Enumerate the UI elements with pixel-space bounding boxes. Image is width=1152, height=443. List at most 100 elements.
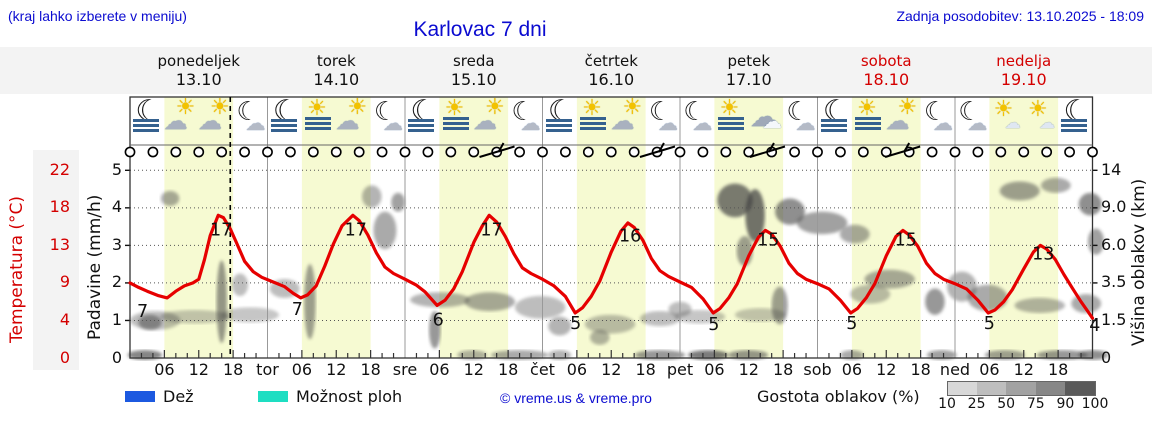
temperature-value-label: 15 <box>895 231 917 251</box>
wind-calm-circle <box>605 146 617 158</box>
wind-calm-circle <box>582 146 594 158</box>
sun-glyph: ☀ <box>175 95 196 120</box>
sun-glyph: ☀ <box>1027 97 1048 122</box>
wind-calm-circle <box>926 146 938 158</box>
wind-calm-circle <box>674 146 686 158</box>
moon-glyph: ☾ <box>373 97 398 127</box>
sun-glyph: ☀ <box>719 96 740 121</box>
sun-fog-icon: ☀ <box>577 96 611 145</box>
wind-calm-circle <box>468 146 480 158</box>
wind-calm-circle <box>812 146 823 158</box>
cloud-blob <box>717 183 753 218</box>
cloud-blob <box>796 211 848 235</box>
wind-calm-circle <box>262 146 273 158</box>
cloud-blob <box>1014 297 1065 313</box>
fog-lines <box>820 119 847 122</box>
wind-calm-circle <box>216 146 228 158</box>
cloud-height-tick: 0 <box>1101 347 1112 367</box>
moon-fog-icon: ☾ <box>543 94 577 145</box>
wind-calm-circle <box>743 146 755 158</box>
wind-calm-circle <box>147 146 159 158</box>
cloud-height-tick: 1.5 <box>1101 309 1127 329</box>
temperature-value-label: 17 <box>210 221 232 241</box>
day-abbrev-label: tor <box>256 360 279 379</box>
moon-glyph: ☾ <box>511 97 535 127</box>
cloud-blob <box>515 296 566 319</box>
cloud-blob <box>1040 177 1071 193</box>
cloud-blob <box>231 273 249 297</box>
sun-fog-icon: ☀ <box>302 96 336 145</box>
cloud-glyph: ☁ <box>610 107 635 135</box>
wind-calm-circle <box>330 146 342 158</box>
cloud-blob <box>839 224 870 244</box>
sun-glyph: ☀ <box>582 96 602 121</box>
temperature-tick: 9 <box>59 272 70 292</box>
day-name: petek <box>727 52 771 70</box>
hour-label: 12 <box>738 360 759 379</box>
wind-barb <box>884 145 921 158</box>
hour-label: 12 <box>601 360 622 379</box>
fog-lines <box>580 117 607 120</box>
sun-cloud-icon: ☀ ☁ <box>610 97 645 145</box>
cloud-height-tick: 3.5 <box>1101 272 1127 292</box>
daylight-band <box>989 97 1059 358</box>
wind-calm-circle <box>789 146 800 158</box>
moon-cloud-icon: ☾ ☁ <box>233 99 267 145</box>
temperature-value-label: 5 <box>570 314 581 334</box>
moon-glyph: ☾ <box>135 94 163 129</box>
wind-barb-flag <box>497 142 505 153</box>
temperature-value-label: 15 <box>757 231 779 251</box>
density-tick: 25 <box>967 396 986 412</box>
cloud-big-icon: ☁ ☁ <box>749 99 783 145</box>
daylight-band <box>439 97 509 358</box>
wind-barb <box>639 145 676 158</box>
sun-glyph: ☀ <box>209 95 230 120</box>
cloud-blob <box>590 329 610 345</box>
temperature-value-label: 16 <box>619 227 641 247</box>
moon-fog-icon: ☾ <box>130 94 164 145</box>
wind-calm-circle <box>628 146 640 158</box>
cloud-blob <box>138 314 162 330</box>
hour-label: 12 <box>876 360 897 379</box>
day-abbrev-label: čet <box>530 360 555 379</box>
cloud-glyph: ☁ <box>749 100 778 133</box>
wind-calm-circle <box>422 146 434 158</box>
wind-calm-circle <box>353 146 365 158</box>
cloud-glyph: ☁ <box>335 107 360 135</box>
wind-calm-circle <box>399 146 411 158</box>
moon-cloud-icon: ☾ ☁ <box>371 99 405 145</box>
sun-glyph: ☀ <box>307 96 327 121</box>
hour-label: 18 <box>772 360 794 379</box>
wind-calm-circle <box>972 146 984 158</box>
wind-calm-circle <box>857 146 869 158</box>
moon-cloud-icon: ☾ ☁ <box>646 99 680 145</box>
cloud-blob <box>745 189 765 242</box>
moon-glyph: ☾ <box>547 94 575 129</box>
showers-legend-label: Možnost ploh <box>296 387 403 406</box>
density-segment <box>1035 381 1067 396</box>
moon-glyph: ☾ <box>272 94 300 129</box>
wind-calm-circle <box>1018 146 1030 158</box>
copyright-link[interactable]: © vreme.us & vreme.pro <box>500 390 652 406</box>
hour-label: 06 <box>429 360 450 379</box>
temperature-value-label: 5 <box>846 314 857 334</box>
moon-glyph: ☾ <box>683 97 707 127</box>
day-abbrev-label: sob <box>803 360 832 379</box>
hour-label: 18 <box>497 360 519 379</box>
hour-label: 06 <box>566 360 588 379</box>
temperature-value-label: 7 <box>292 300 303 320</box>
last-update: Zadnja posodobitev: 13.10.2025 - 18:09 <box>896 8 1144 24</box>
wind-calm-circle <box>995 146 1007 158</box>
density-segment <box>947 381 979 396</box>
day-date: 19.10 <box>1000 70 1047 89</box>
temperature-curve <box>128 213 1095 320</box>
cloud-height-tick: 6.0 <box>1101 234 1127 254</box>
wind-calm-circle <box>193 146 205 158</box>
moon-glyph: ☾ <box>236 97 260 127</box>
cloud-blob <box>548 316 572 336</box>
fog-lines <box>545 119 572 122</box>
sun-cloud-icon: ☀ ☁ <box>335 97 370 145</box>
day-abbrev-label: ned <box>939 360 971 379</box>
cloud-blob <box>735 308 786 322</box>
cloud-blob <box>410 292 470 308</box>
